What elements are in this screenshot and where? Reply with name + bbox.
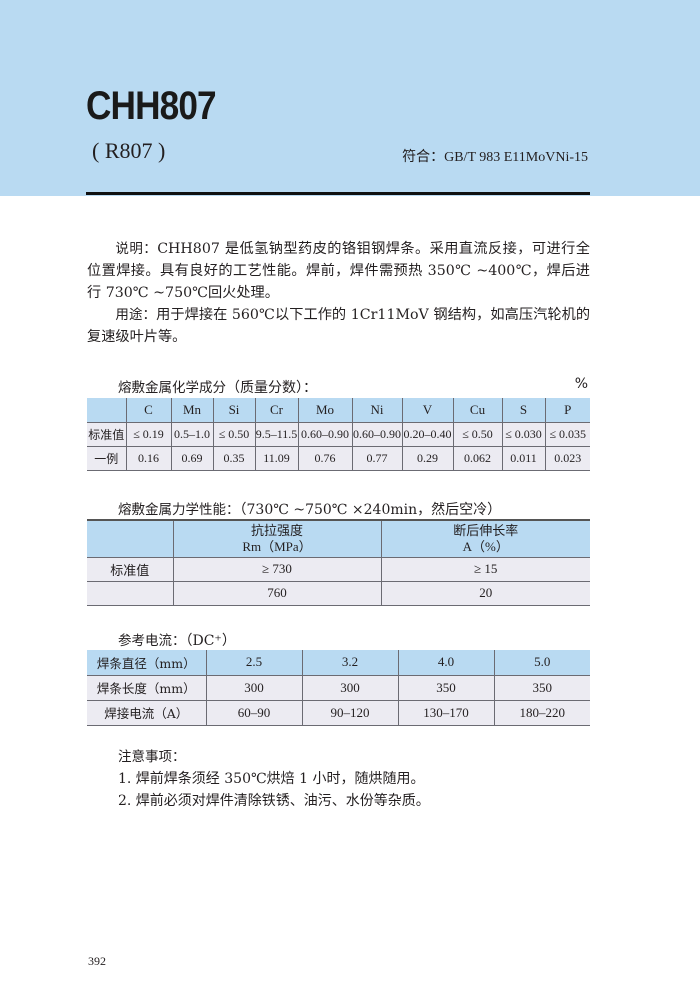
table-cell: 焊条直径（mm） — [87, 650, 206, 676]
table-cell: 3.2 — [301, 650, 398, 676]
usage-text: 用于焊接在 560℃以下工作的 1Cr11MoV 钢结构，如高压汽轮机的复速级叶… — [87, 307, 591, 345]
table-row: C Mn Si Cr Mo Ni V Cu S P — [87, 398, 590, 423]
description-block: 说明：CHH807 是低氢钠型药皮的铬钼钢焊条。采用直流反接，可进行全位置焊接。… — [87, 238, 590, 348]
table-cell: 0.60–0.90 — [351, 422, 402, 447]
table-cell: 一例 — [87, 446, 126, 471]
mech-title-note: （730℃ ~750℃ ×240min，然后空冷） — [239, 502, 502, 518]
table-cell: 0.011 — [501, 446, 545, 471]
usage: 用途：用于焊接在 560℃以下工作的 1Cr11MoV 钢结构，如高压汽轮机的复… — [87, 304, 590, 348]
current-title-note: （DC⁺） — [185, 633, 236, 649]
table-cell: ≤ 0.035 — [544, 422, 590, 447]
usage-label: 用途： — [115, 307, 157, 323]
chem-title-note: （质量分数）： — [226, 380, 317, 396]
table-cell: 130–170 — [397, 700, 494, 726]
mech-header-cell: 断后伸长率 A（%） — [380, 519, 590, 558]
table-cell: 180–220 — [493, 700, 590, 726]
table-cell: 9.5–11.5 — [254, 422, 298, 447]
table-cell: 4.0 — [397, 650, 494, 676]
table-cell: ≤ 0.030 — [501, 422, 545, 447]
table-cell: ≥ 730 — [172, 557, 381, 582]
table-cell: 0.29 — [401, 446, 453, 471]
note-item: 1. 焊前焊条须经 350℃烘焙 1 小时，随烘随用。 — [118, 771, 425, 787]
table-cell: 0.77 — [351, 446, 402, 471]
table-cell: 0.023 — [544, 446, 590, 471]
mech-title: 熔敷金属力学性能：（730℃ ~750℃ ×240min，然后空冷） — [118, 498, 501, 519]
table-cell: 300 — [205, 675, 302, 701]
table-cell: 350 — [397, 675, 494, 701]
table-cell: 标准值 — [87, 557, 173, 582]
mech-header-line: 抗拉强度 — [250, 522, 303, 538]
note-item: 2. 焊前必须对焊件清除铁锈、油污、水份等杂质。 — [118, 793, 430, 809]
table-cell: P — [544, 398, 590, 423]
product-subtitle: ( R807 ) — [92, 138, 166, 163]
table-cell: 焊接电流（A） — [87, 700, 206, 726]
description: 说明：CHH807 是低氢钠型药皮的铬钼钢焊条。采用直流反接，可进行全位置焊接。… — [87, 238, 590, 304]
table-cell: ≤ 0.19 — [125, 422, 171, 447]
table-cell: 5.0 — [493, 650, 590, 676]
table-row: 标准值 ≥ 730 ≥ 15 — [87, 557, 590, 582]
table-cell: S — [501, 398, 545, 423]
current-table: 焊条直径（mm） 2.5 3.2 4.0 5.0 焊条长度（mm） 300 300 350 350… — [87, 650, 590, 726]
table-cell: Cu — [452, 398, 502, 423]
product-title: CHH807 — [86, 84, 217, 128]
table-row: 焊条长度（mm） 300 300 350 350 — [87, 675, 590, 701]
table-cell: 2.5 — [205, 650, 302, 676]
table-cell: 350 — [493, 675, 590, 701]
notes-title: 注意事项： — [118, 749, 186, 765]
table-cell: Cr — [254, 398, 298, 423]
table-cell: 300 — [301, 675, 398, 701]
table-cell: Ni — [351, 398, 402, 423]
mech-header-blank — [87, 519, 173, 558]
table-cell: 0.76 — [297, 446, 352, 471]
chem-title-text: 熔敷金属化学成分 — [118, 380, 226, 396]
chem-unit: % — [574, 376, 588, 392]
table-cell: 0.16 — [125, 446, 171, 471]
table-cell: 760 — [172, 581, 381, 606]
table-cell: 0.5–1.0 — [170, 422, 213, 447]
table-row: 760 20 — [87, 581, 590, 606]
table-cell: 20 — [380, 581, 590, 606]
table-cell: ≥ 15 — [380, 557, 590, 582]
table-cell: 0.60–0.90 — [297, 422, 352, 447]
mech-header-line: A（%） — [462, 538, 509, 554]
table-row: 标准值 ≤ 0.19 0.5–1.0 ≤ 0.50 9.5–11.5 0.60–0.90 0… — [87, 422, 590, 447]
table-cell: Si — [212, 398, 255, 423]
table-cell: 11.09 — [254, 446, 298, 471]
table-row: 焊条直径（mm） 2.5 3.2 4.0 5.0 — [87, 650, 590, 676]
table-cell: 焊条长度（mm） — [87, 675, 206, 701]
chem-title: 熔敷金属化学成分（质量分数）：% — [118, 376, 588, 397]
table-cell: ≤ 0.50 — [452, 422, 502, 447]
table-cell: 0.35 — [212, 446, 255, 471]
header-rule — [86, 192, 590, 195]
mech-header-line: Rm（MPa） — [242, 538, 312, 554]
table-cell: 60–90 — [205, 700, 302, 726]
description-label: 说明： — [115, 241, 158, 257]
chem-table: C Mn Si Cr Mo Ni V Cu S P 标准值 ≤ 0.19 0.5–1.0 ≤ 0.50 9.… — [87, 398, 590, 471]
table-row: 一例 0.16 0.69 0.35 11.09 0.76 0.77 0.29 0.062 0.01… — [87, 446, 590, 471]
standard-conformance: 符合：GB/T 983 E11MoVNi-15 — [402, 150, 588, 165]
mech-table: 抗拉强度 Rm（MPa） 断后伸长率 A（%） 标准值 ≥ 730 ≥ 15 760 20 — [87, 519, 590, 606]
table-cell: Mn — [170, 398, 213, 423]
mech-title-text: 熔敷金属力学性能： — [118, 502, 240, 518]
table-cell: Mo — [297, 398, 352, 423]
mech-header-cell: 抗拉强度 Rm（MPa） — [172, 519, 381, 558]
table-cell: 0.69 — [170, 446, 213, 471]
description-text: CHH807 是低氢钠型药皮的铬钼钢焊条。采用直流反接，可进行全位置焊接。具有良… — [87, 241, 590, 301]
table-cell — [87, 398, 126, 423]
table-cell: V — [401, 398, 453, 423]
table-cell: 标准值 — [87, 422, 126, 447]
page-number: 392 — [88, 954, 106, 968]
table-cell — [87, 581, 173, 606]
table-cell: 90–120 — [301, 700, 398, 726]
mech-header-line: 断后伸长率 — [453, 522, 519, 538]
table-cell: 0.20–0.40 — [401, 422, 453, 447]
table-cell: C — [125, 398, 171, 423]
table-cell: ≤ 0.50 — [212, 422, 255, 447]
table-row: 焊接电流（A） 60–90 90–120 130–170 180–220 — [87, 700, 590, 726]
table-cell: 0.062 — [452, 446, 502, 471]
current-title-text: 参考电流： — [118, 633, 186, 649]
current-title: 参考电流：（DC⁺） — [118, 629, 236, 650]
notes: 注意事项： 1. 焊前焊条须经 350℃烘焙 1 小时，随烘随用。 2. 焊前必… — [118, 746, 430, 812]
header-band — [0, 0, 700, 196]
